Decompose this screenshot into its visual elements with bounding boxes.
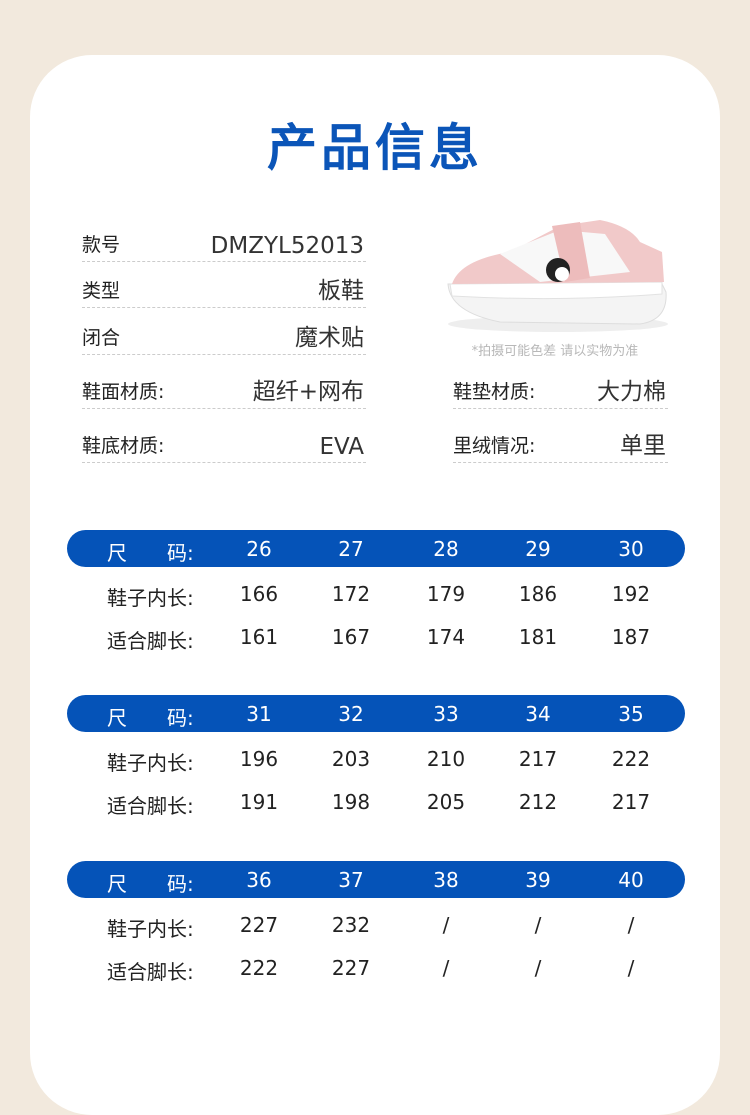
info-value: 大力棉 xyxy=(597,379,666,405)
size-cell: 35 xyxy=(618,702,644,726)
value-cell: 191 xyxy=(239,790,279,814)
page-title: 产品信息 xyxy=(267,119,483,177)
info-value: 超纤+网布 xyxy=(252,379,364,405)
value-cell: 222 xyxy=(611,747,651,771)
info-label: 鞋垫材质: xyxy=(453,381,536,403)
info-row: 款号 DMZYL52013 xyxy=(82,232,366,262)
info-value: DMZYL52013 xyxy=(210,233,364,259)
value-cell: 172 xyxy=(331,582,371,606)
value-cell: 192 xyxy=(611,582,651,606)
info-label: 款号 xyxy=(82,234,121,256)
row-label: 适合脚长: xyxy=(107,960,194,984)
size-cell: 39 xyxy=(525,868,551,892)
value-cell: 232 xyxy=(331,913,371,937)
info-value: 单里 xyxy=(620,433,666,459)
value-cell: 212 xyxy=(518,790,558,814)
size-header-bar: 尺 码: 26 27 28 29 30 xyxy=(67,530,685,567)
info-label: 类型 xyxy=(82,280,121,302)
value-cell: 205 xyxy=(426,790,466,814)
value-cell: 186 xyxy=(518,582,558,606)
row-label: 鞋子内长: xyxy=(107,586,194,610)
value-cell: 181 xyxy=(518,625,558,649)
size-row-inner-length: 鞋子内长: 227 232 / / / xyxy=(0,913,750,943)
row-label: 适合脚长: xyxy=(107,629,194,653)
value-cell: 227 xyxy=(239,913,279,937)
size-cell: 31 xyxy=(246,702,272,726)
value-cell: / xyxy=(442,956,450,980)
info-value: 板鞋 xyxy=(318,278,364,304)
row-label: 鞋子内长: xyxy=(107,917,194,941)
value-cell: 203 xyxy=(331,747,371,771)
size-row-inner-length: 鞋子内长: 166 172 179 186 192 xyxy=(0,582,750,612)
size-header-label: 尺 码: xyxy=(107,541,194,565)
info-row: 鞋垫材质: 大力棉 xyxy=(453,379,668,409)
size-cell: 34 xyxy=(525,702,551,726)
size-cell: 33 xyxy=(433,702,459,726)
info-value: EVA xyxy=(319,434,364,460)
info-label: 鞋底材质: xyxy=(82,435,165,457)
size-cell: 36 xyxy=(246,868,272,892)
row-label: 适合脚长: xyxy=(107,794,194,818)
size-row-foot-length: 适合脚长: 191 198 205 212 217 xyxy=(0,790,750,820)
value-cell: 166 xyxy=(239,582,279,606)
size-cell: 40 xyxy=(618,868,644,892)
image-caption: *拍摄可能色差 请以实物为准 xyxy=(471,344,639,359)
size-row-foot-length: 适合脚长: 222 227 / / / xyxy=(0,956,750,986)
size-header-bar: 尺 码: 31 32 33 34 35 xyxy=(67,695,685,732)
info-value: 魔术贴 xyxy=(295,325,364,351)
value-cell: 198 xyxy=(331,790,371,814)
value-cell: 217 xyxy=(611,790,651,814)
size-cell: 32 xyxy=(338,702,364,726)
value-cell: / xyxy=(627,956,635,980)
value-cell: 187 xyxy=(611,625,651,649)
size-row-inner-length: 鞋子内长: 196 203 210 217 222 xyxy=(0,747,750,777)
value-cell: 222 xyxy=(239,956,279,980)
info-label: 闭合 xyxy=(82,327,121,349)
value-cell: 179 xyxy=(426,582,466,606)
size-cell: 27 xyxy=(338,537,364,561)
info-row: 鞋底材质: EVA xyxy=(82,433,366,463)
value-cell: / xyxy=(627,913,635,937)
info-row: 闭合 魔术贴 xyxy=(82,325,366,355)
size-cell: 26 xyxy=(246,537,272,561)
value-cell: 167 xyxy=(331,625,371,649)
size-header-bar: 尺 码: 36 37 38 39 40 xyxy=(67,861,685,898)
value-cell: 227 xyxy=(331,956,371,980)
value-cell: 217 xyxy=(518,747,558,771)
value-cell: 210 xyxy=(426,747,466,771)
size-header-label: 尺 码: xyxy=(107,706,194,730)
size-cell: 28 xyxy=(433,537,459,561)
info-row: 类型 板鞋 xyxy=(82,278,366,308)
info-label: 里绒情况: xyxy=(453,435,536,457)
value-cell: 174 xyxy=(426,625,466,649)
value-cell: 161 xyxy=(239,625,279,649)
value-cell: / xyxy=(534,913,542,937)
info-row: 鞋面材质: 超纤+网布 xyxy=(82,379,366,409)
info-row: 里绒情况: 单里 xyxy=(453,433,668,463)
product-image-shoe xyxy=(447,220,668,332)
value-cell: / xyxy=(534,956,542,980)
size-cell: 29 xyxy=(525,537,551,561)
size-row-foot-length: 适合脚长: 161 167 174 181 187 xyxy=(0,625,750,655)
row-label: 鞋子内长: xyxy=(107,751,194,775)
size-cell: 38 xyxy=(433,868,459,892)
size-header-label: 尺 码: xyxy=(107,872,194,896)
info-label: 鞋面材质: xyxy=(82,381,165,403)
size-cell: 37 xyxy=(338,868,364,892)
value-cell: 196 xyxy=(239,747,279,771)
value-cell: / xyxy=(442,913,450,937)
size-cell: 30 xyxy=(618,537,644,561)
